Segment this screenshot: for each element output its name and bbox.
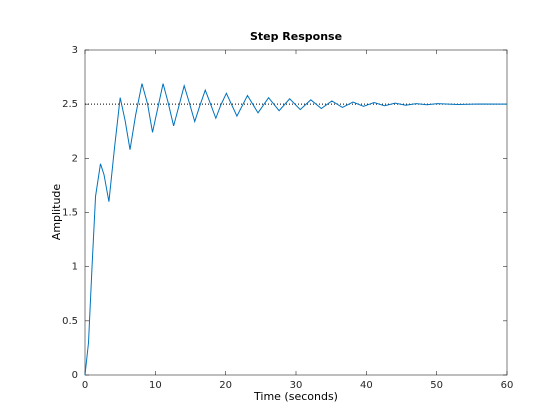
chart-title: Step Response (250, 30, 342, 43)
x-tick-label: 10 (149, 380, 162, 391)
x-tick-label: 0 (82, 380, 88, 391)
y-tick-label: 1.5 (62, 208, 78, 219)
y-tick-label: 0 (72, 370, 78, 381)
y-tick-label: 1 (72, 262, 78, 273)
x-tick-label: 50 (430, 380, 443, 391)
y-tick-label: 2.5 (62, 99, 78, 110)
x-axis-label: Time (seconds) (253, 390, 338, 403)
x-tick-label: 30 (290, 380, 303, 391)
x-tick-label: 60 (501, 380, 514, 391)
y-axis-label: Amplitude (50, 184, 63, 241)
y-tick-label: 0.5 (62, 316, 78, 327)
x-tick-label: 20 (219, 380, 232, 391)
axes-box (84, 49, 508, 376)
line (84, 83, 508, 376)
y-tick-label: 2 (72, 153, 78, 164)
y-tick-label: 3 (72, 45, 78, 56)
x-tick-label: 40 (360, 380, 373, 391)
